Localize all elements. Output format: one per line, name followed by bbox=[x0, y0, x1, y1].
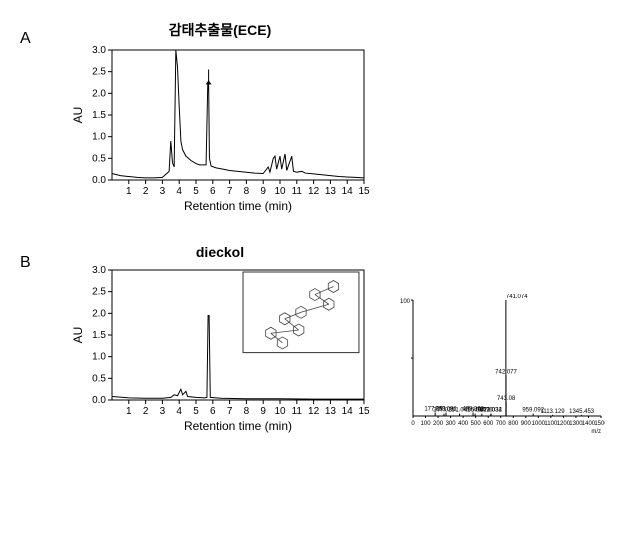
svg-text:2.0: 2.0 bbox=[92, 88, 106, 99]
svg-text:3.0: 3.0 bbox=[92, 265, 106, 276]
svg-text:14: 14 bbox=[342, 186, 354, 197]
svg-text:6: 6 bbox=[210, 406, 216, 417]
svg-text:1345.453: 1345.453 bbox=[569, 409, 595, 415]
svg-text:2: 2 bbox=[143, 406, 149, 417]
svg-text:10: 10 bbox=[274, 406, 286, 417]
svg-text:0: 0 bbox=[411, 421, 415, 427]
svg-text:2.5: 2.5 bbox=[92, 67, 106, 78]
svg-text:9: 9 bbox=[260, 186, 266, 197]
svg-text:6: 6 bbox=[210, 186, 216, 197]
svg-text:1113.129: 1113.129 bbox=[540, 409, 565, 415]
svg-text:300: 300 bbox=[446, 421, 457, 427]
svg-text:15: 15 bbox=[358, 186, 370, 197]
svg-text:1: 1 bbox=[126, 186, 132, 197]
svg-text:1.0: 1.0 bbox=[92, 352, 106, 363]
svg-text:900: 900 bbox=[521, 421, 532, 427]
svg-text:3: 3 bbox=[160, 406, 166, 417]
svg-text:AU: AU bbox=[71, 107, 85, 124]
panel-b: B dieckol 0.00.51.01.52.02.53.0123456789… bbox=[20, 244, 616, 434]
svg-text:7: 7 bbox=[227, 406, 233, 417]
svg-text:3: 3 bbox=[160, 186, 166, 197]
svg-text:1.0: 1.0 bbox=[92, 132, 106, 143]
svg-text:100: 100 bbox=[400, 299, 411, 305]
svg-text:9: 9 bbox=[260, 406, 266, 417]
svg-text:3.0: 3.0 bbox=[92, 45, 106, 56]
panel-a-label: A bbox=[20, 30, 31, 48]
svg-text:600: 600 bbox=[483, 421, 494, 427]
svg-text:12: 12 bbox=[308, 186, 320, 197]
svg-text:700: 700 bbox=[496, 421, 507, 427]
svg-text:13: 13 bbox=[325, 186, 337, 197]
svg-text:12: 12 bbox=[308, 406, 320, 417]
svg-text:11: 11 bbox=[292, 186, 303, 197]
panel-a-title: 감태추출물(ECE) bbox=[70, 20, 370, 40]
svg-text:Retention time (min): Retention time (min) bbox=[184, 419, 292, 433]
svg-text:2.0: 2.0 bbox=[92, 308, 106, 319]
svg-text:4: 4 bbox=[176, 406, 182, 417]
svg-text:400: 400 bbox=[458, 421, 469, 427]
svg-text:742.077: 742.077 bbox=[495, 369, 517, 375]
svg-text:1: 1 bbox=[126, 406, 132, 417]
svg-text:2.5: 2.5 bbox=[92, 287, 106, 298]
svg-text:8: 8 bbox=[244, 186, 250, 197]
svg-text:10: 10 bbox=[274, 186, 286, 197]
svg-text:200: 200 bbox=[433, 421, 444, 427]
mass-spectrum: 1000100200300400500600700800900100011001… bbox=[395, 294, 605, 434]
svg-text:14: 14 bbox=[342, 406, 354, 417]
svg-text:0.0: 0.0 bbox=[92, 175, 106, 186]
svg-text:500: 500 bbox=[471, 421, 482, 427]
svg-text:0.0: 0.0 bbox=[92, 395, 106, 406]
svg-text:5: 5 bbox=[193, 406, 199, 417]
chromatogram-a: 0.00.51.01.52.02.53.01234567891011121314… bbox=[70, 44, 370, 214]
svg-text:5: 5 bbox=[193, 186, 199, 197]
svg-text:7: 7 bbox=[227, 186, 233, 197]
svg-text:741.074: 741.074 bbox=[506, 294, 528, 300]
panel-b-title: dieckol bbox=[70, 244, 370, 260]
svg-text:743.08: 743.08 bbox=[497, 396, 516, 402]
svg-text:4: 4 bbox=[176, 186, 182, 197]
svg-text:Retention time (min): Retention time (min) bbox=[184, 199, 292, 213]
svg-text:623.034: 623.034 bbox=[480, 408, 502, 414]
svg-text:2: 2 bbox=[143, 186, 149, 197]
svg-text:1.5: 1.5 bbox=[92, 110, 106, 121]
panel-a: A 감태추출물(ECE) 0.00.51.01.52.02.53.0123456… bbox=[20, 20, 616, 214]
svg-text:8: 8 bbox=[244, 406, 250, 417]
svg-text:13: 13 bbox=[325, 406, 337, 417]
svg-text:1.5: 1.5 bbox=[92, 330, 106, 341]
svg-text:1500: 1500 bbox=[594, 421, 605, 427]
svg-text:15: 15 bbox=[358, 406, 370, 417]
svg-text:0.5: 0.5 bbox=[92, 373, 106, 384]
svg-text:m/z: m/z bbox=[591, 429, 601, 434]
chromatogram-b: 0.00.51.01.52.02.53.01234567891011121314… bbox=[70, 264, 370, 434]
svg-text:11: 11 bbox=[292, 406, 303, 417]
svg-text:0.5: 0.5 bbox=[92, 153, 106, 164]
svg-text:AU: AU bbox=[71, 327, 85, 344]
svg-text:800: 800 bbox=[508, 421, 519, 427]
panel-b-label: B bbox=[20, 254, 31, 272]
svg-text:100: 100 bbox=[421, 421, 432, 427]
